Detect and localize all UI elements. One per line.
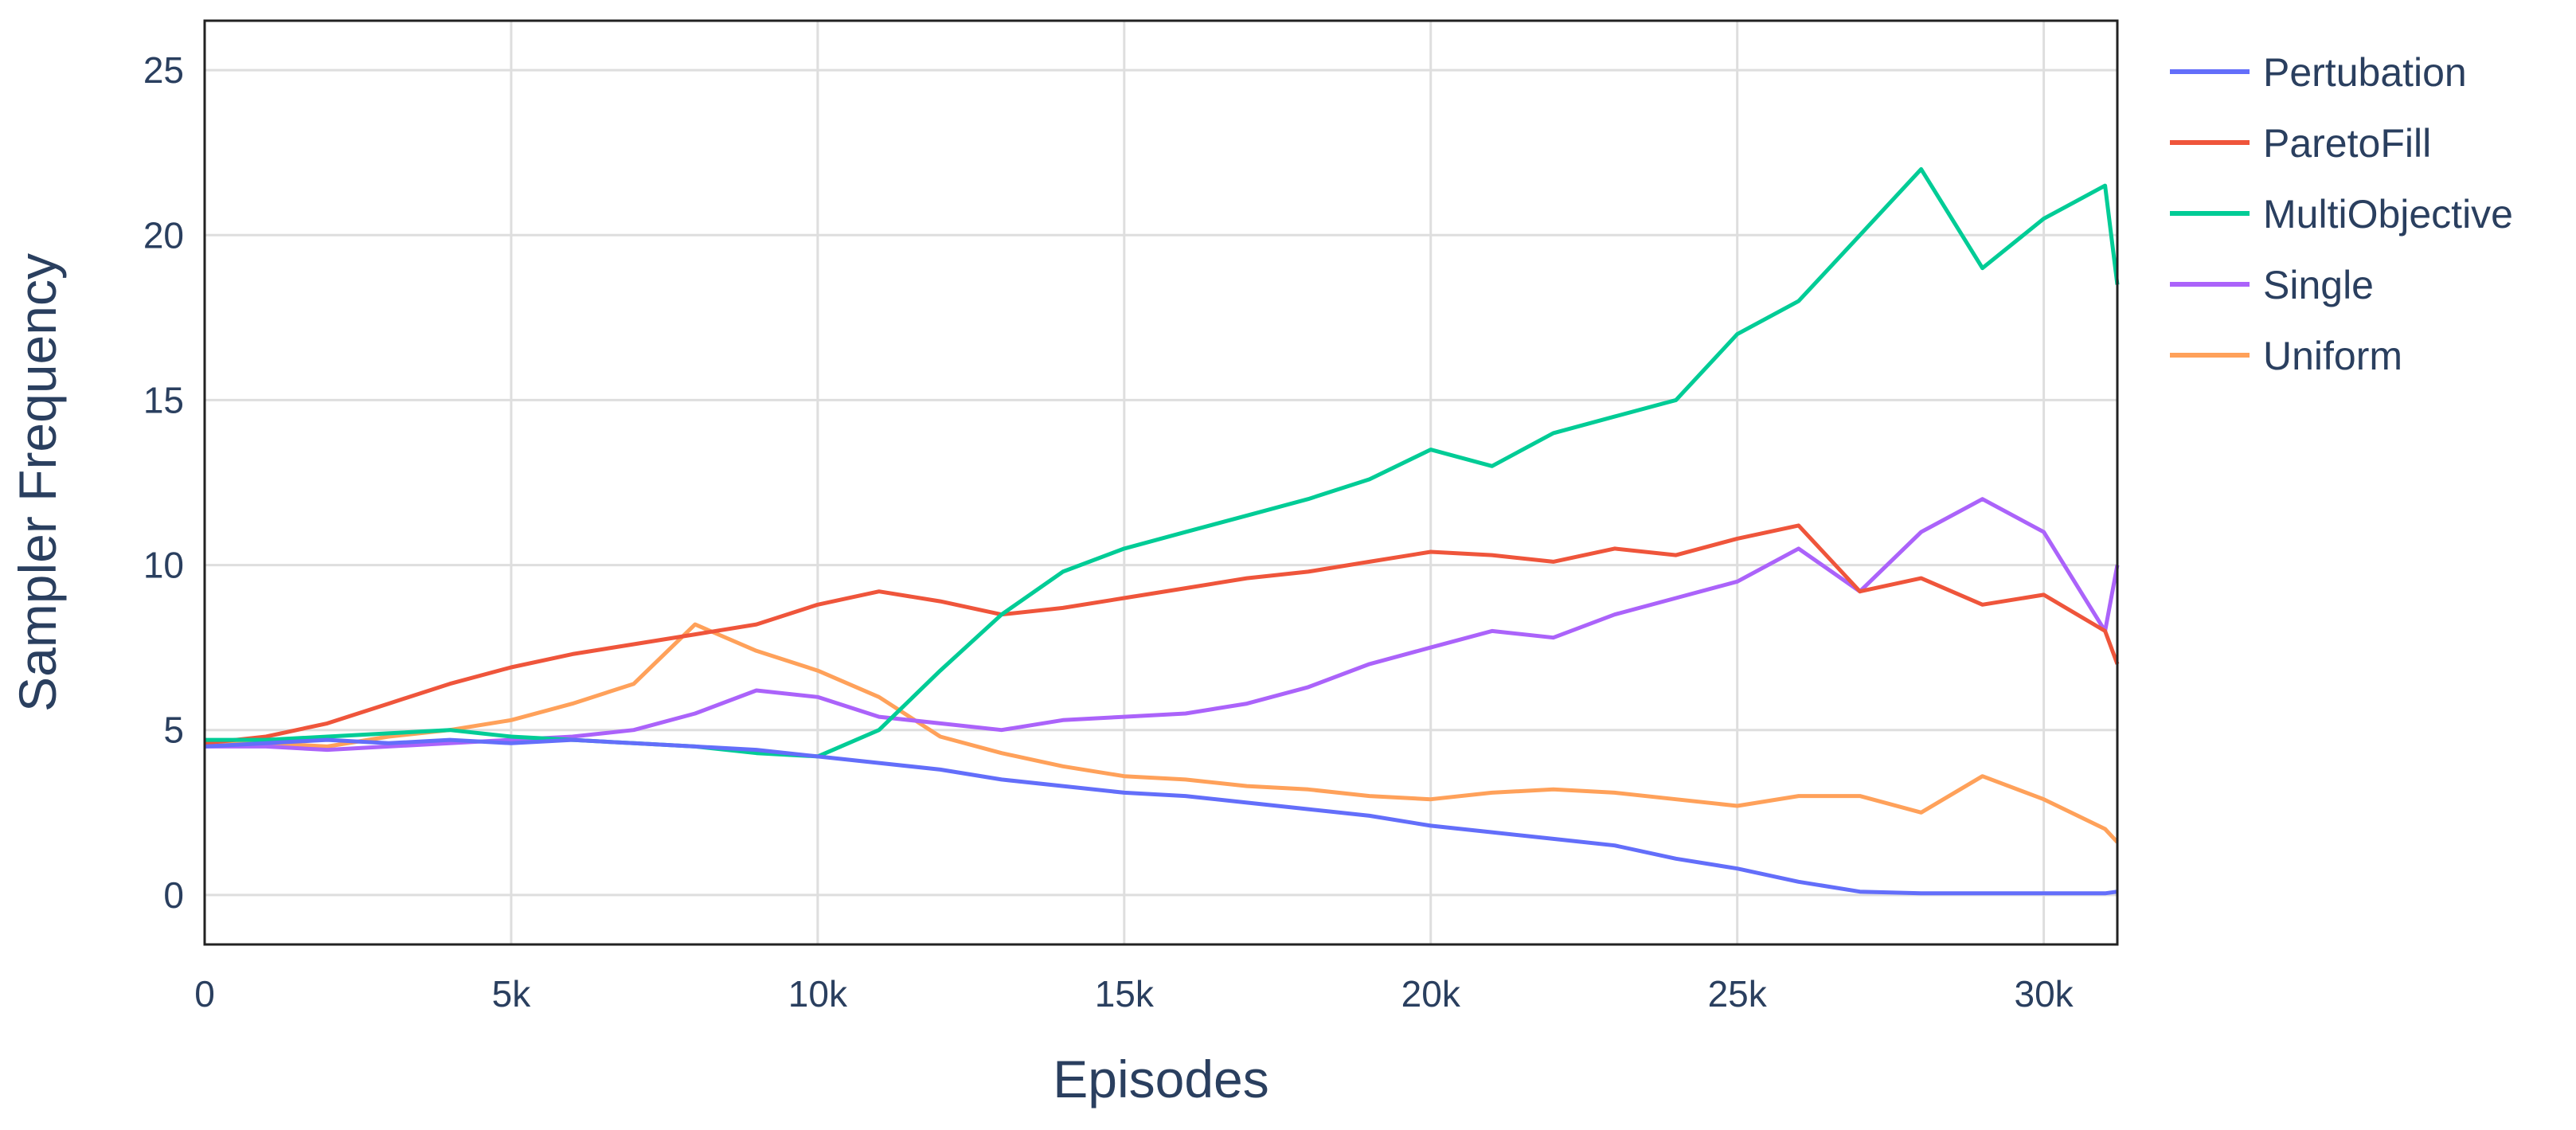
y-tick-label: 0 (163, 874, 184, 916)
y-tick-label: 20 (143, 214, 184, 256)
legend-label-uniform: Uniform (2263, 334, 2402, 378)
legend-label-pertubation: Pertubation (2263, 50, 2467, 95)
x-tick-label: 5k (492, 973, 532, 1015)
plot-frame (203, 19, 2119, 946)
x-tick-label: 25k (1708, 973, 1768, 1015)
series-line-uniform (205, 622, 2119, 844)
series-line-multiobjective (205, 166, 2120, 759)
legend-label-paretofill: ParetoFill (2263, 121, 2431, 166)
series-line-pertubation (204, 737, 2118, 896)
y-tick-label: 25 (143, 49, 184, 91)
x-tick-label: 20k (1401, 973, 1461, 1015)
x-tick-label: 0 (194, 973, 215, 1015)
x-tick-label: 30k (2015, 973, 2074, 1015)
series-lines (204, 166, 2120, 896)
y-axis-ticks: 0 5 10 15 20 25 (143, 49, 184, 916)
x-tick-label: 15k (1095, 973, 1155, 1015)
legend: Pertubation ParetoFill MultiObjective Singl… (2170, 50, 2513, 378)
series-line-paretofill (204, 523, 2120, 745)
y-tick-label: 10 (143, 545, 184, 586)
legend-label-multiobjective: MultiObjective (2263, 192, 2513, 237)
legend-label-single: Single (2263, 263, 2374, 307)
plot-background (205, 21, 2117, 944)
x-axis-ticks: 0 5k 10k 15k 20k 25k 30k (194, 973, 2074, 1015)
grid (203, 21, 2117, 944)
y-tick-label: 5 (163, 710, 184, 751)
y-axis-title: Sampler Frequency (8, 253, 67, 712)
x-axis-title: Episodes (1053, 1050, 1269, 1108)
y-tick-label: 15 (143, 379, 184, 420)
x-tick-label: 10k (788, 973, 848, 1015)
